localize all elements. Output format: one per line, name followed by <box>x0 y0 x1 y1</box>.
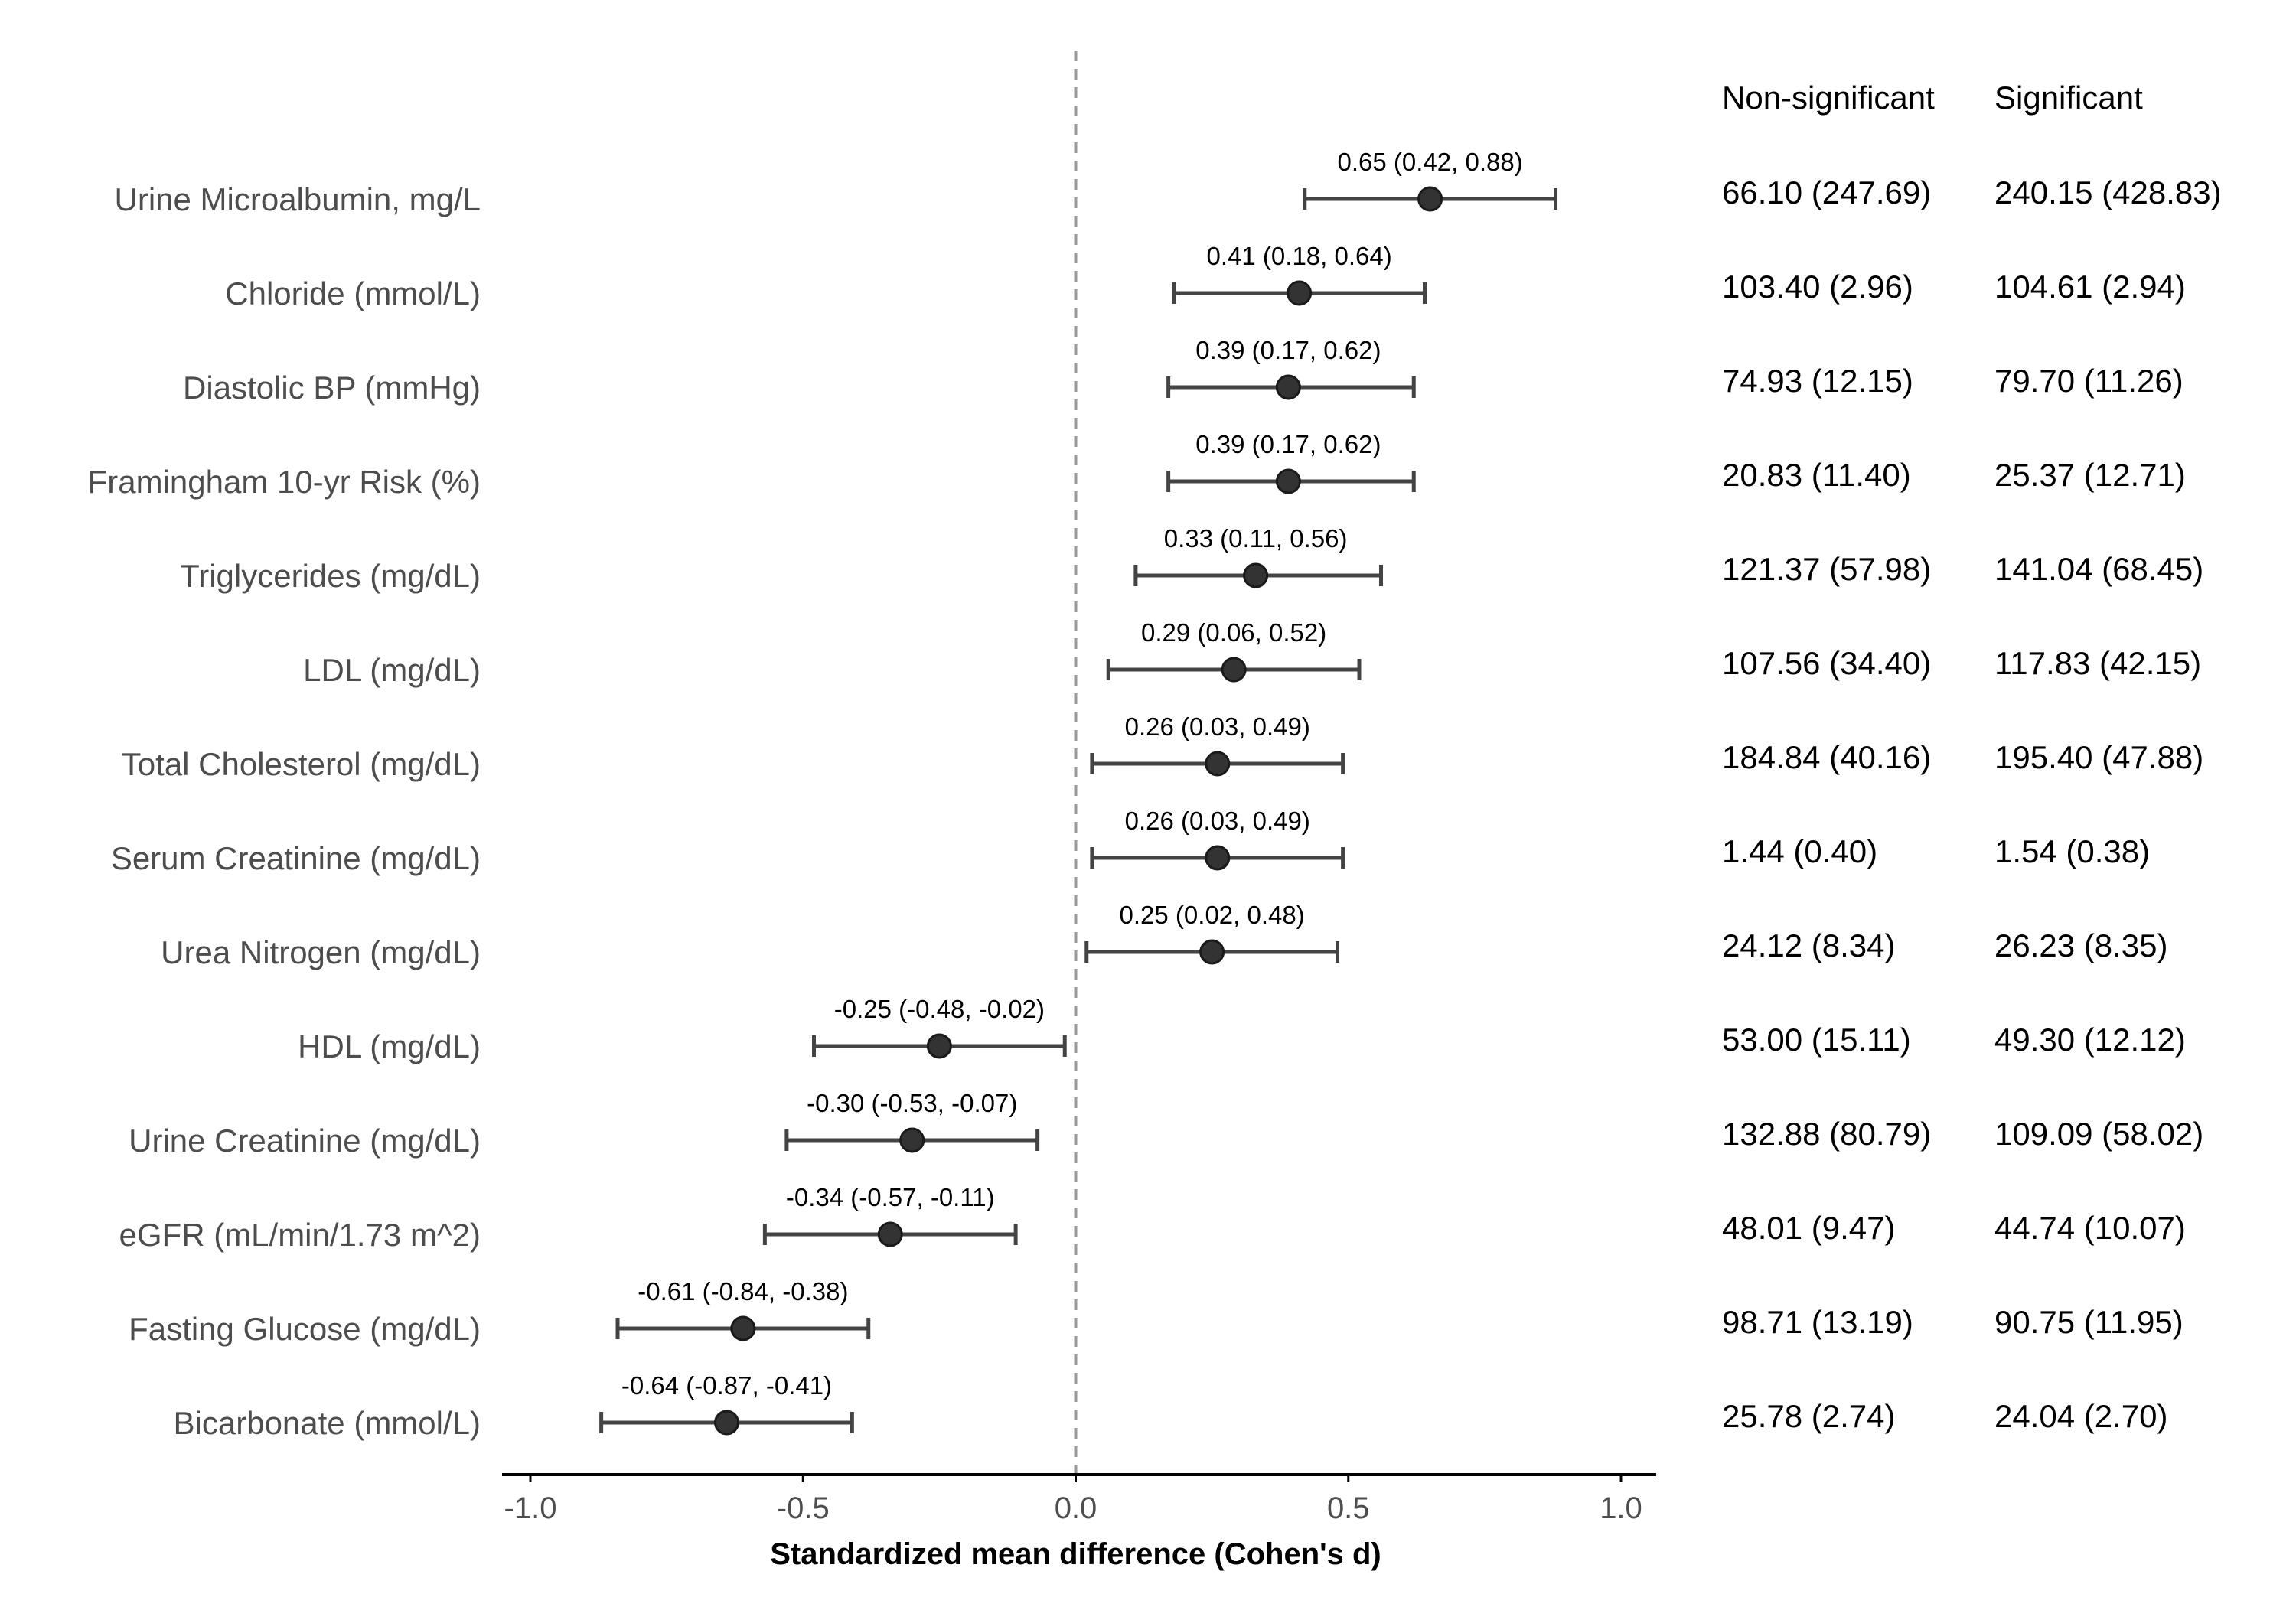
column-header-significant: Significant <box>1994 80 2143 116</box>
row-label: Fasting Glucose (mg/dL) <box>129 1311 481 1347</box>
significant-value: 1.54 (0.38) <box>1994 833 2150 869</box>
ci-annotation: 0.39 (0.17, 0.62) <box>1195 336 1381 364</box>
significant-value: 109.09 (58.02) <box>1994 1116 2203 1152</box>
forest-row: Urine Creatinine (mg/dL) -0.30 (-0.53, -0… <box>129 1089 2203 1159</box>
ci-annotation: -0.61 (-0.84, -0.38) <box>638 1277 848 1305</box>
x-tick-label: -0.5 <box>777 1491 830 1525</box>
row-label: Bicarbonate (mmol/L) <box>174 1405 481 1441</box>
ci-annotation: -0.30 (-0.53, -0.07) <box>807 1089 1017 1117</box>
effect-point <box>899 1127 925 1153</box>
ci-annotation: 0.26 (0.03, 0.49) <box>1125 712 1310 741</box>
forest-row: HDL (mg/dL) -0.25 (-0.48, -0.02) 53.00 (15… <box>298 995 2186 1064</box>
forest-row: Framingham 10-yr Risk (%) 0.39 (0.17, 0.6… <box>88 430 2186 500</box>
significant-value: 90.75 (11.95) <box>1994 1304 2183 1340</box>
significant-value: 195.40 (47.88) <box>1994 739 2203 775</box>
effect-point <box>714 1410 739 1436</box>
x-tick-label: -1.0 <box>504 1491 557 1525</box>
non-significant-value: 132.88 (80.79) <box>1722 1116 1931 1152</box>
forest-row: Chloride (mmol/L) 0.41 (0.18, 0.64) 103.40… <box>225 242 2186 311</box>
x-tick-label: 1.0 <box>1600 1491 1642 1525</box>
row-label: Triglycerides (mg/dL) <box>180 558 481 594</box>
ci-annotation: 0.41 (0.18, 0.64) <box>1207 242 1392 270</box>
significant-value: 49.30 (12.12) <box>1994 1022 2186 1058</box>
ci-annotation: 0.25 (0.02, 0.48) <box>1120 901 1305 929</box>
effect-point <box>1199 939 1225 965</box>
forest-row: Fasting Glucose (mg/dL) -0.61 (-0.84, -0.… <box>129 1277 2183 1347</box>
significant-value: 104.61 (2.94) <box>1994 269 2186 305</box>
significant-value: 44.74 (10.07) <box>1994 1210 2186 1246</box>
row-label: eGFR (mL/min/1.73 m^2) <box>119 1217 481 1253</box>
forest-row: Urine Microalbumin, mg/L 0.65 (0.42, 0.88… <box>115 148 2222 217</box>
ci-annotation: 0.39 (0.17, 0.62) <box>1195 430 1381 458</box>
row-label: HDL (mg/dL) <box>298 1028 481 1064</box>
x-axis-ticks: -1.0 -0.5 0.0 0.5 1.0 <box>504 1475 1642 1525</box>
row-label: Urine Creatinine (mg/dL) <box>129 1123 481 1159</box>
row-label: Urine Microalbumin, mg/L <box>115 181 481 217</box>
ci-annotation: 0.33 (0.11, 0.56) <box>1164 524 1348 553</box>
effect-point <box>1221 657 1247 683</box>
effect-point <box>1205 845 1231 871</box>
forest-row: Triglycerides (mg/dL) 0.33 (0.11, 0.56) 12… <box>180 524 2203 594</box>
forest-row: Bicarbonate (mmol/L) -0.64 (-0.87, -0.41)… <box>174 1371 2168 1441</box>
non-significant-value: 48.01 (9.47) <box>1722 1210 1896 1246</box>
effect-point <box>1417 186 1443 212</box>
non-significant-value: 1.44 (0.40) <box>1722 833 1877 869</box>
row-label: Framingham 10-yr Risk (%) <box>88 464 481 500</box>
row-label: Serum Creatinine (mg/dL) <box>111 840 481 876</box>
significant-value: 25.37 (12.71) <box>1994 457 2186 493</box>
x-tick-label: 0.0 <box>1055 1491 1097 1525</box>
row-label: Urea Nitrogen (mg/dL) <box>161 934 481 970</box>
ci-annotation: 0.65 (0.42, 0.88) <box>1338 148 1523 176</box>
non-significant-value: 98.71 (13.19) <box>1722 1304 1913 1340</box>
non-significant-value: 25.78 (2.74) <box>1722 1398 1896 1434</box>
x-axis-title: Standardized mean difference (Cohen's d) <box>770 1537 1381 1571</box>
non-significant-value: 107.56 (34.40) <box>1722 645 1931 681</box>
ci-annotation: -0.34 (-0.57, -0.11) <box>786 1183 995 1211</box>
effect-point <box>926 1033 952 1059</box>
rows-layer: Urine Microalbumin, mg/L 0.65 (0.42, 0.88… <box>88 148 2222 1441</box>
row-label: LDL (mg/dL) <box>303 652 481 688</box>
effect-point <box>1205 751 1231 777</box>
effect-point <box>1275 468 1301 494</box>
x-tick-label: 0.5 <box>1327 1491 1370 1525</box>
significant-value: 240.15 (428.83) <box>1994 174 2222 210</box>
significant-value: 26.23 (8.35) <box>1994 927 2168 963</box>
effect-point <box>730 1315 756 1341</box>
ci-annotation: 0.29 (0.06, 0.52) <box>1141 618 1326 647</box>
forest-row: Urea Nitrogen (mg/dL) 0.25 (0.02, 0.48) 24… <box>161 901 2167 970</box>
row-label: Total Cholesterol (mg/dL) <box>122 746 481 782</box>
significant-value: 117.83 (42.15) <box>1994 645 2201 681</box>
non-significant-value: 103.40 (2.96) <box>1722 269 1913 305</box>
effect-point <box>1287 280 1313 306</box>
non-significant-value: 74.93 (12.15) <box>1722 363 1913 399</box>
ci-annotation: -0.64 (-0.87, -0.41) <box>621 1371 832 1400</box>
non-significant-value: 24.12 (8.34) <box>1722 927 1896 963</box>
row-label: Diastolic BP (mmHg) <box>183 370 481 406</box>
ci-annotation: 0.26 (0.03, 0.49) <box>1125 807 1310 835</box>
forest-row: Serum Creatinine (mg/dL) 0.26 (0.03, 0.49… <box>111 807 2150 876</box>
forest-row: LDL (mg/dL) 0.29 (0.06, 0.52) 107.56 (34.4… <box>303 618 2201 688</box>
forest-row: eGFR (mL/min/1.73 m^2) -0.34 (-0.57, -0.1… <box>119 1183 2186 1253</box>
significant-value: 24.04 (2.70) <box>1994 1398 2168 1434</box>
row-label: Chloride (mmol/L) <box>225 275 481 311</box>
non-significant-value: 53.00 (15.11) <box>1722 1022 1911 1058</box>
non-significant-value: 121.37 (57.98) <box>1722 551 1931 587</box>
non-significant-value: 20.83 (11.40) <box>1722 457 1911 493</box>
forest-row: Total Cholesterol (mg/dL) 0.26 (0.03, 0.4… <box>122 712 2203 782</box>
significant-value: 79.70 (11.26) <box>1994 363 2183 399</box>
significant-value: 141.04 (68.45) <box>1994 551 2203 587</box>
effect-point <box>877 1221 903 1247</box>
non-significant-value: 66.10 (247.69) <box>1722 174 1931 210</box>
column-header-non-significant: Non-significant <box>1722 80 1935 116</box>
non-significant-value: 184.84 (40.16) <box>1722 739 1931 775</box>
effect-point <box>1243 562 1269 588</box>
ci-annotation: -0.25 (-0.48, -0.02) <box>834 995 1045 1023</box>
forest-row: Diastolic BP (mmHg) 0.39 (0.17, 0.62) 74.9… <box>183 336 2183 406</box>
effect-point <box>1275 374 1301 400</box>
